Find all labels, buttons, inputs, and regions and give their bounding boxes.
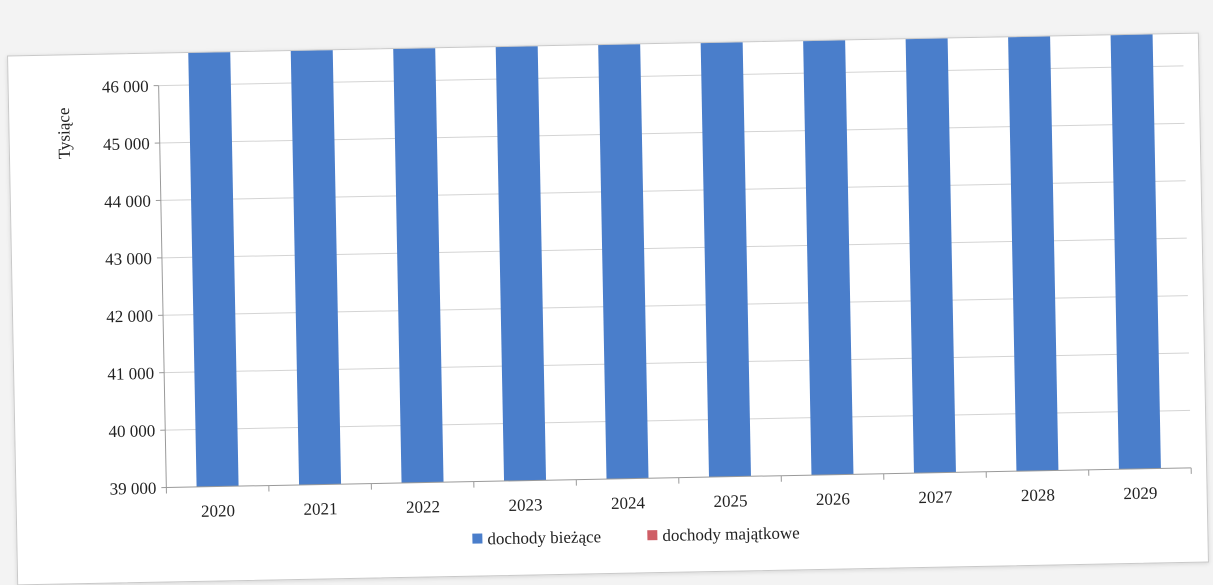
x-tick-label: 2020 [201,501,235,521]
x-tick-label: 2023 [508,495,542,515]
y-tick-label: 44 000 [104,192,151,212]
bars [147,34,1161,487]
bar-segment-dochody-biezace [253,34,341,485]
x-tick-label: 2025 [713,491,747,511]
bar-segment-dochody-biezace [1071,34,1161,470]
x-tick-label: 2024 [611,493,646,513]
y-tick-label: 40 000 [108,421,155,441]
bar-segment-dochody-biezace [457,34,546,481]
y-tick-label: 42 000 [106,306,153,326]
x-tick-label: 2026 [816,489,850,509]
y-tick-label: 45 000 [103,134,150,154]
bar-segment-dochody-biezace [151,34,239,487]
legend-swatch-dochody-biezace [472,533,482,543]
x-tick-label: 2029 [1123,483,1157,503]
x-tick-label: 2028 [1021,485,1055,505]
y-tick-label: 41 000 [107,364,154,384]
legend-swatch-dochody-majatkowe [647,530,657,540]
bar-segment-dochody-biezace [764,34,854,475]
bar-segment-dochody-biezace [866,34,956,474]
legend-label-dochody-biezace: dochody bieżące [487,527,601,548]
x-tick-label: 2022 [406,497,440,517]
y-axis-title: Tysiące [54,107,74,159]
bar-segment-dochody-biezace [661,34,751,477]
y-tick-label: 43 000 [105,249,152,269]
y-tick-label: 46 000 [102,77,149,97]
bar-segment-dochody-biezace [969,34,1059,472]
legend: dochody bieżące dochody majątkowe [472,523,800,548]
y-axis-line [159,86,167,488]
x-tick-label: 2027 [918,487,953,507]
stacked-bar-chart: 39 000 40 000 41 000 42 000 43 000 44 000 45 0… [8,34,1208,585]
bar-segment-dochody-biezace [559,34,649,479]
x-tick-label: 2021 [303,499,337,519]
y-tick-label: 39 000 [109,479,156,499]
legend-label-dochody-majatkowe: dochody majątkowe [662,523,800,545]
chart-frame: 39 000 40 000 41 000 42 000 43 000 44 000 45 0… [7,33,1209,585]
bar-segment-dochody-biezace [354,34,443,483]
